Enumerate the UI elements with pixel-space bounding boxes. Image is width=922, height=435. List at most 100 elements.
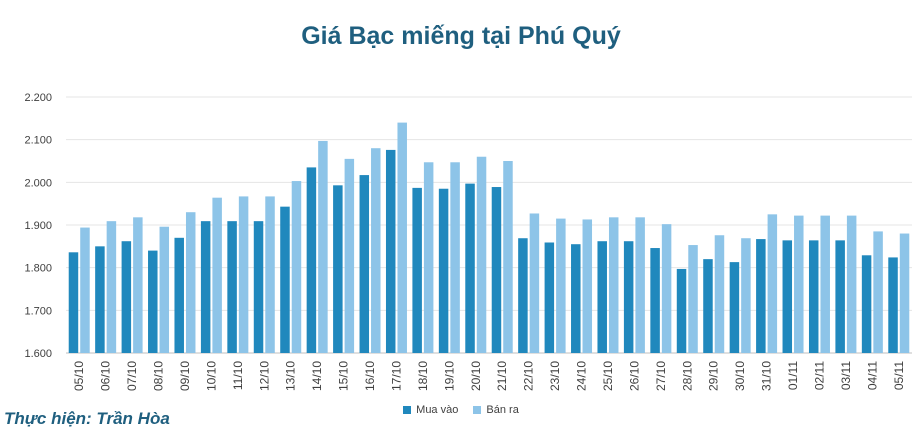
x-tick-label: 24/10 (575, 361, 589, 391)
bar-buy (280, 206, 290, 353)
bar-sell (397, 122, 407, 353)
bar-sell (185, 212, 196, 353)
bar-sell (159, 226, 170, 353)
y-tick-label: 2.200 (24, 92, 52, 104)
x-tick-label: 22/10 (522, 361, 536, 391)
bar-sell (265, 196, 275, 353)
bar-buy (121, 241, 132, 353)
x-axis-labels: 05/10 06/10 07/10 08/10 09/10 10/10 11/10 12/10… (72, 361, 906, 391)
x-tick-label: 16/10 (363, 361, 377, 391)
bar-sell (661, 224, 672, 353)
x-tick-label: 08/10 (152, 361, 166, 391)
bar-sell (529, 213, 540, 353)
bar-sell (820, 215, 830, 353)
chart-title: Giá Bạc miếng tại Phú Quý (301, 22, 621, 50)
bar-buy (412, 187, 422, 353)
y-tick-label: 1.900 (24, 220, 52, 232)
bar-buy (227, 221, 237, 353)
x-tick-label: 27/10 (654, 361, 668, 391)
x-tick-label: 11/10 (231, 361, 245, 390)
bar-buy (174, 237, 184, 353)
bar-buy (808, 240, 819, 353)
bar-sell (291, 181, 302, 353)
x-tick-label: 18/10 (416, 361, 430, 391)
bar-buy (333, 185, 343, 353)
bar-buy (359, 175, 370, 353)
x-tick-label: 31/10 (760, 361, 774, 391)
x-tick-label: 03/11 (839, 361, 853, 390)
bar-buy (465, 183, 475, 353)
x-tick-label: 23/10 (548, 361, 562, 391)
bar-sell (846, 215, 857, 353)
bar-buy (861, 255, 872, 353)
bar-sell (899, 233, 910, 353)
y-tick-label: 2.100 (24, 135, 52, 147)
x-tick-label: 15/10 (337, 361, 351, 391)
y-tick-label: 2.000 (24, 177, 52, 189)
bar-sell (794, 215, 804, 353)
bar-sell (238, 196, 249, 353)
bar-sell (344, 158, 355, 353)
bar-buy (518, 238, 528, 353)
bar-sell (635, 217, 645, 353)
bar-buy (438, 188, 449, 353)
bar-sell (688, 245, 698, 353)
bar-buy (650, 248, 660, 353)
x-tick-label: 21/10 (495, 361, 509, 391)
bar-buy (623, 241, 634, 353)
bar-buy (306, 167, 317, 353)
bar-buy (703, 259, 713, 353)
x-tick-label: 30/10 (733, 361, 747, 391)
bar-sell (741, 238, 751, 353)
bars (68, 122, 910, 353)
bar-sell (714, 235, 725, 353)
bar-sell (582, 219, 593, 353)
x-tick-label: 09/10 (178, 361, 192, 391)
y-tick-label: 1.800 (24, 263, 52, 275)
y-axis-labels: 1.600 1.700 1.800 1.900 2.000 2.100 2.200 (24, 92, 52, 360)
x-tick-label: 12/10 (257, 361, 271, 391)
legend-swatch-buy (403, 406, 412, 414)
x-tick-label: 17/10 (389, 361, 403, 391)
bar-sell (608, 217, 619, 353)
bar-sell (476, 156, 487, 353)
x-tick-label: 04/11 (865, 361, 879, 390)
bar-sell (212, 197, 222, 353)
bar-buy (385, 149, 396, 353)
bar-buy (491, 187, 502, 353)
x-tick-label: 14/10 (310, 361, 324, 391)
x-tick-label: 25/10 (601, 361, 615, 391)
bar-sell (318, 140, 328, 353)
bar-buy (68, 252, 79, 353)
x-tick-label: 05/11 (892, 361, 906, 390)
bar-sell (423, 162, 434, 353)
legend-item-sell: Bán ra (473, 404, 519, 416)
bar-buy (597, 241, 607, 353)
x-tick-label: 20/10 (469, 361, 483, 391)
bar-sell (556, 218, 566, 353)
y-tick-label: 1.600 (24, 348, 52, 360)
legend: Mua vào Bán ra (0, 404, 922, 417)
x-tick-label: 29/10 (707, 361, 721, 391)
bar-buy (253, 221, 264, 353)
bar-sell (873, 231, 883, 353)
bar-buy (835, 240, 845, 353)
bar-buy (571, 244, 581, 353)
x-tick-label: 06/10 (99, 361, 113, 391)
bar-sell (371, 148, 381, 353)
x-tick-label: 01/11 (786, 361, 800, 390)
x-tick-label: 02/11 (812, 361, 826, 390)
bar-buy (756, 239, 766, 353)
x-tick-label: 28/10 (680, 361, 694, 391)
bar-buy (782, 240, 793, 353)
x-tick-label: 13/10 (284, 361, 298, 391)
bar-sell (106, 221, 117, 353)
y-tick-label: 1.700 (24, 305, 52, 317)
bar-buy (544, 242, 555, 353)
legend-label-buy: Mua vào (416, 404, 459, 416)
bar-buy (676, 268, 687, 353)
bar-sell (450, 162, 460, 353)
bar-sell (133, 217, 143, 353)
bar-sell (767, 214, 778, 353)
bar-buy (729, 262, 740, 353)
